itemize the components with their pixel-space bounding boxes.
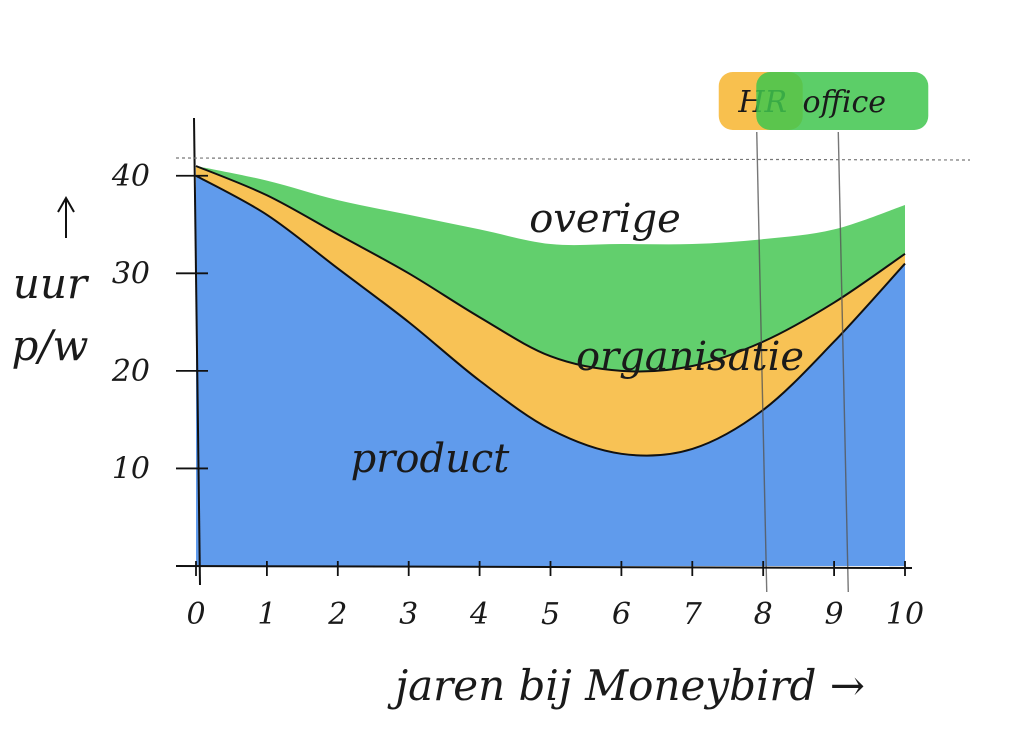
area-organisatie	[196, 166, 905, 456]
x-tick-label-8: 8	[754, 597, 773, 632]
axes	[175, 117, 971, 586]
y-tick-label-10: 10	[112, 451, 150, 486]
x-tick-label-6: 6	[612, 597, 631, 632]
series-areas	[196, 166, 905, 566]
boundary-organisatie	[195, 165, 906, 373]
y-axis-line	[193, 117, 201, 586]
y-max-guide-line	[175, 157, 971, 161]
y-tick-label-40: 40	[111, 159, 150, 194]
area-overige	[196, 166, 905, 372]
area-label-product: product	[351, 436, 511, 482]
chart-labels: 0 1 2 3 4 5 6 7 8 9 10 10 20 30 40 product organisatie ov…	[12, 159, 925, 710]
x-tick-label-7: 7	[683, 597, 703, 632]
office-tag-background	[756, 72, 929, 130]
x-tick-label-4: 4	[469, 597, 489, 632]
x-tick-label-0: 0	[186, 597, 205, 632]
x-axis-line	[175, 565, 913, 569]
office-marker-line	[837, 131, 849, 593]
x-tick-label-5: 5	[541, 597, 560, 632]
area-label-organisatie: organisatie	[576, 334, 804, 380]
x-axis-title: jaren bij Moneybird →	[387, 661, 865, 710]
y-axis-title-part-1: uur	[13, 259, 90, 308]
series-boundary-lines	[195, 165, 906, 457]
y-tick-label-30: 30	[112, 256, 150, 291]
x-tick-label-1: 1	[257, 597, 276, 632]
x-tick-label-2: 2	[327, 597, 347, 632]
x-tick-label-9: 9	[825, 597, 844, 632]
y-axis-arrow-icon	[57, 195, 75, 238]
office-tag-label: office	[803, 85, 886, 120]
vertical-markers: HRoffice	[718, 72, 929, 593]
y-axis-title-part-2: p/w	[12, 321, 89, 370]
hr-marker-line	[756, 131, 768, 593]
y-tick-label-20: 20	[111, 354, 150, 389]
x-tick-label-10: 10	[886, 597, 924, 632]
x-tick-label-3: 3	[399, 597, 418, 632]
area-label-overige: overige	[529, 196, 681, 242]
boundary-product	[195, 174, 906, 457]
area-product	[196, 175, 905, 566]
